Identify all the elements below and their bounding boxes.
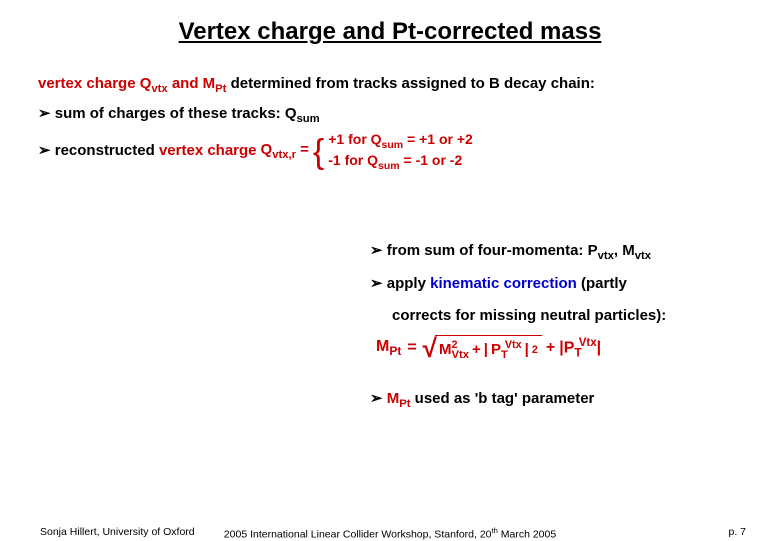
bullet-icon: ➢ [370, 390, 383, 407]
bullet-btag: ➢ MPt used as 'b tag' parameter [370, 383, 750, 417]
bullet-icon: ➢ [370, 275, 383, 292]
footer-right: p. 7 [728, 526, 746, 538]
mpt-formula: MPt = √ M2Vtx + | PTVtx |2 + | PTVtx | [376, 335, 601, 361]
bullet-vertex-charge: ➢ reconstructed vertex charge Qvtx,r = {… [30, 131, 750, 173]
bullet-icon: ➢ [38, 105, 51, 122]
bullet-four-momenta: ➢ from sum of four-momenta: Pvtx, Mvtx [370, 235, 750, 269]
bullet-icon: ➢ [370, 242, 383, 259]
bullet-kinematic-cont: corrects for missing neutral particles): [370, 300, 750, 332]
intro-line: vertex charge Qvtx and MPt determined fr… [30, 70, 750, 100]
bullet-kinematic-correction: ➢ apply kinematic correction (partly [370, 268, 750, 300]
footer-center: 2005 International Linear Collider Works… [0, 526, 780, 541]
bullet-icon: ➢ [38, 142, 51, 159]
vertex-charge-formula: Qvtx,r = { +1 for Qsum = +1 or +2 -1 for… [261, 131, 473, 173]
slide-title: Vertex charge and Pt-corrected mass [30, 18, 750, 46]
bullet-sum-charges: ➢ sum of charges of these tracks: Qsum [30, 100, 750, 130]
